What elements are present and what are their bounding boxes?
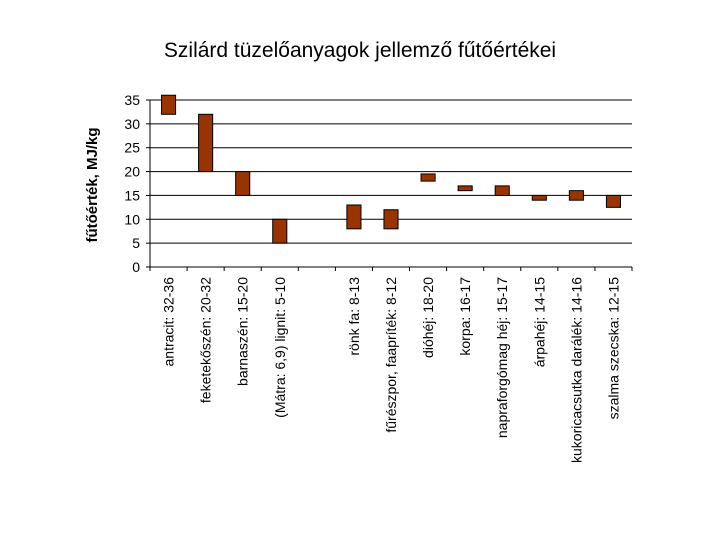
range-bar (605, 194, 622, 208)
y-tick-label: 35 (124, 92, 140, 108)
range-bar (420, 173, 436, 182)
range-bar (160, 94, 177, 115)
x-tick-label: dióhéj: 18-20 (420, 277, 436, 358)
y-axis-label: fűtőérték, MJ/kg (84, 127, 101, 242)
range-bar (198, 113, 214, 173)
y-tick-label: 5 (132, 235, 140, 251)
x-tick-labels: antracit: 32-36 feketekőszén: 20-32 barnas… (161, 277, 622, 463)
x-tick-label: kukoricacsutka darálék: 14-16 (568, 277, 584, 463)
range-bar (457, 185, 473, 192)
y-tick-label: 30 (124, 116, 140, 132)
range-bar (383, 209, 399, 230)
y-tick-label: 15 (124, 187, 140, 203)
x-tick-label: szalma szecska: 12-15 (605, 277, 621, 420)
x-tick-label: feketekőszén: 20-32 (198, 277, 214, 403)
x-tick-label: antracit: 32-36 (161, 277, 177, 367)
x-tick-label: árpahéj: 14-15 (531, 277, 547, 368)
y-tick-label: 20 (124, 164, 140, 180)
range-bar (235, 171, 251, 196)
y-tick-label: 25 (124, 140, 140, 156)
x-tick-label: korpa: 16-17 (457, 277, 473, 356)
range-bar (346, 204, 362, 230)
range-bar (568, 190, 584, 201)
y-tick-label: 0 (132, 259, 140, 275)
range-bar (494, 185, 510, 196)
x-tick-label: barnaszén: 15-20 (235, 277, 251, 386)
range-bar (531, 194, 547, 201)
range-bar (272, 218, 288, 244)
y-tick-label: 10 (124, 211, 140, 227)
axes (149, 100, 633, 271)
x-tick-label: (Mátra: 6,9) lignit: 5-10 (272, 277, 288, 418)
y-tick-labels: 0 5 10 15 20 25 30 35 (124, 92, 140, 275)
gridlines (146, 99, 632, 268)
chart-title: Szilárd tüzelőanyagok jellemző fűtőérték… (164, 39, 556, 62)
x-tick-label: rönk fa: 8-13 (346, 277, 362, 356)
x-tick-label: napraforgómag héj: 15-17 (494, 277, 510, 438)
x-tick-label: fűrészpor, faapríték: 8-12 (383, 277, 399, 433)
bars (160, 94, 622, 244)
